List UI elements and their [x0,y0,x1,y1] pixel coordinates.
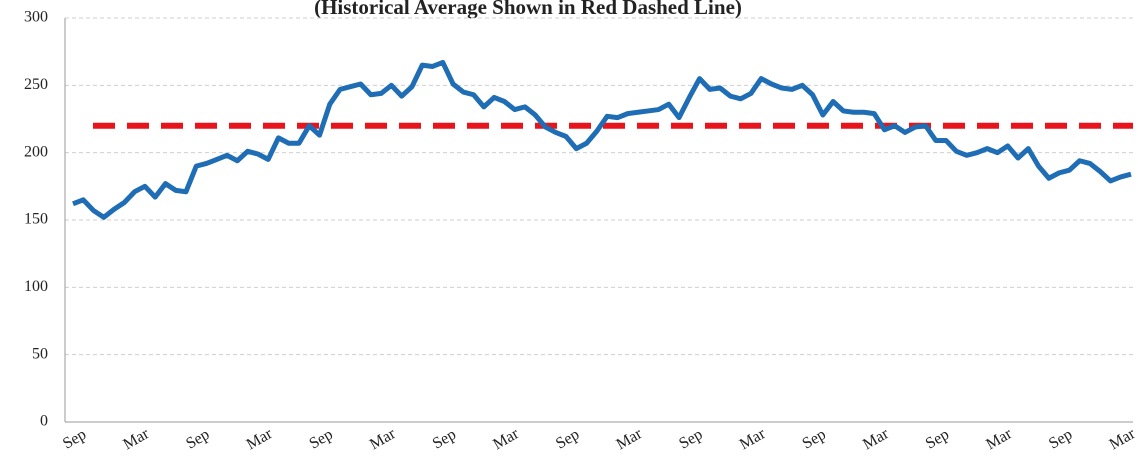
x-tick-label: Sep [676,426,705,453]
x-tick-label: Sep [306,426,335,453]
x-tick-label: Sep [553,426,582,453]
y-tick-label: 150 [24,211,48,228]
x-tick-label: Sep [183,426,212,453]
x-tick-label: Mar [613,425,645,453]
data-line [72,59,1132,220]
x-tick-label: Mar [490,425,522,453]
x-tick-label: Mar [244,425,276,453]
x-tick-label: Sep [60,426,89,453]
y-tick-label: 200 [24,143,48,160]
y-tick-label: 100 [24,278,48,295]
x-tick-label: Mar [737,425,769,453]
y-tick-label: 50 [32,345,48,362]
y-tick-label: 250 [24,76,48,93]
x-tick-label: Mar [1107,425,1138,453]
chart-subtitle: (Historical Average Shown in Red Dashed … [314,0,742,19]
y-tick-label: 300 [24,9,48,26]
x-tick-label: Sep [923,426,952,453]
x-tick-label: Sep [800,426,829,453]
x-tick-label: Mar [367,425,399,453]
x-tick-label: Sep [1046,426,1075,453]
x-tick-label: Sep [430,426,459,453]
x-tick-label: Mar [860,425,892,453]
y-tick-label: 0 [40,413,48,430]
x-tick-label: Mar [983,425,1015,453]
x-tick-label: Mar [120,425,152,453]
